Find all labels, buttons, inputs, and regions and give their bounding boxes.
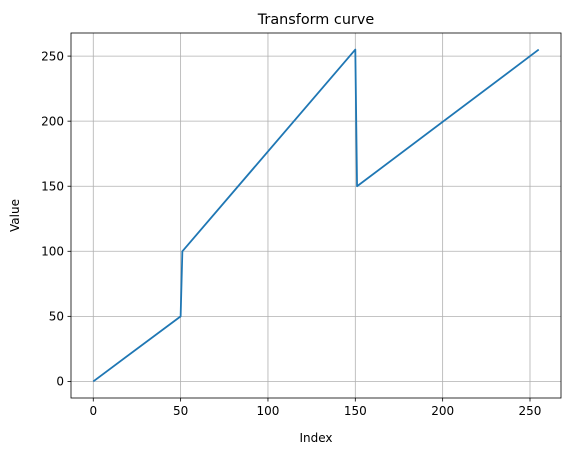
y-tick-label: 0 [56,375,64,389]
y-tick-label: 150 [41,180,64,194]
chart-title: Transform curve [257,12,375,28]
y-tick-label: 100 [41,245,64,259]
x-tick-label: 200 [431,404,454,418]
x-tick-label: 0 [89,404,97,418]
y-tick-label: 250 [41,49,64,63]
y-tick-label: 50 [49,310,64,324]
x-tick-label: 100 [257,404,280,418]
x-tick-label: 150 [344,404,367,418]
x-tick-label: 250 [519,404,542,418]
y-tick-label: 200 [41,114,64,128]
x-tick-label: 50 [173,404,188,418]
y-axis-label: Value [8,199,22,232]
x-axis-label: Index [299,431,332,445]
